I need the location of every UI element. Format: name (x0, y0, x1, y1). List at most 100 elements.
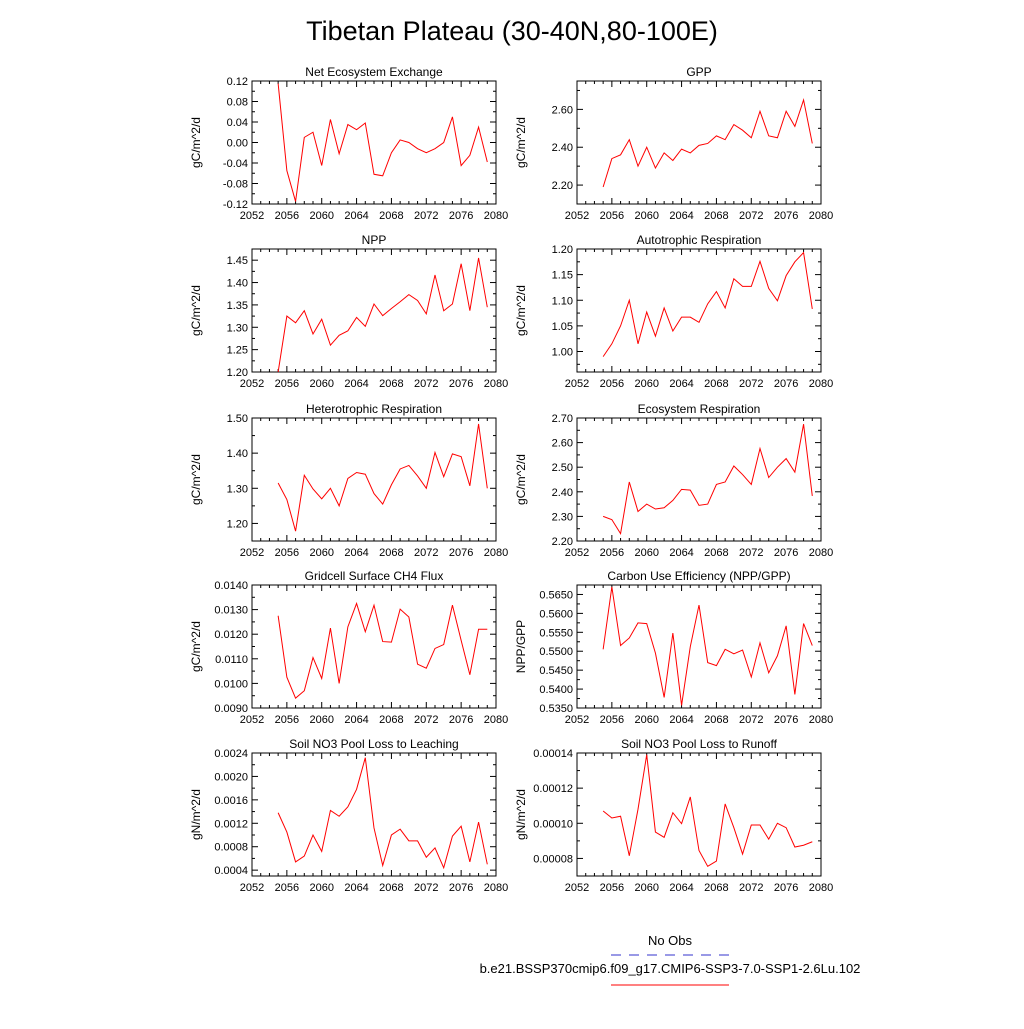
series-line (602, 424, 813, 536)
y-tick-label: 0.5500 (539, 646, 573, 658)
y-tick-label: 2.60 (552, 104, 573, 116)
x-tick-label: 2076 (449, 714, 473, 726)
x-tick-label: 2056 (275, 378, 299, 390)
x-tick-label: 2064 (344, 210, 368, 222)
x-tick-label: 2068 (379, 714, 403, 726)
x-tick-label: 2080 (809, 547, 833, 559)
series-line (602, 251, 813, 357)
x-tick-label: 2052 (240, 882, 264, 894)
y-tick-label: 2.40 (552, 487, 573, 499)
panel-2: GPP gC/m^2/d 2052 2056 2060 2064 2068 2072 2076 2… (514, 65, 833, 222)
y-tick-label: 1.20 (227, 518, 248, 530)
x-tick-label: 2068 (379, 210, 403, 222)
y-tick-label: -0.12 (223, 199, 248, 211)
panel-1: Net Ecosystem Exchange gC/m^2/d 2052 2056 20… (189, 65, 508, 222)
x-tick-label: 2080 (809, 378, 833, 390)
y-tick-label: -0.04 (223, 158, 248, 170)
x-tick-label: 2056 (600, 714, 624, 726)
x-tick-label: 2076 (774, 547, 798, 559)
x-tick-label: 2056 (275, 714, 299, 726)
series-line (602, 586, 813, 706)
y-tick-label: 0.0120 (214, 629, 248, 641)
y-tick-label: 0.04 (227, 117, 248, 129)
y-axis-label: gC/m^2/d (514, 454, 528, 505)
x-tick-label: 2052 (565, 714, 589, 726)
y-tick-label: 0.5450 (539, 665, 573, 677)
y-tick-label: 0.0004 (214, 865, 248, 877)
y-tick-label: 0.0140 (214, 580, 248, 592)
series-line (277, 757, 488, 870)
x-tick-label: 2064 (344, 882, 368, 894)
x-tick-label: 2060 (634, 547, 658, 559)
legend-label-no-obs: No Obs (648, 933, 693, 948)
plot-frame (251, 80, 497, 205)
x-tick-label: 2080 (484, 210, 508, 222)
y-axis-label: NPP/GPP (514, 620, 528, 673)
x-tick-label: 2064 (344, 378, 368, 390)
y-axis-label: gC/m^2/d (514, 285, 528, 336)
panel-title: Net Ecosystem Exchange (305, 65, 443, 79)
panel-title: Gridcell Surface CH4 Flux (305, 569, 444, 583)
x-tick-label: 2052 (240, 378, 264, 390)
x-tick-label: 2060 (309, 378, 333, 390)
x-tick-label: 2080 (484, 714, 508, 726)
x-tick-label: 2064 (669, 547, 693, 559)
x-tick-label: 2060 (309, 882, 333, 894)
x-tick-label: 2060 (309, 210, 333, 222)
x-tick-label: 2060 (634, 210, 658, 222)
x-tick-label: 2060 (634, 882, 658, 894)
x-tick-label: 2072 (414, 210, 438, 222)
y-tick-label: 0.12 (227, 76, 248, 88)
y-tick-label: 1.15 (552, 270, 573, 282)
plot-frame (251, 752, 497, 877)
x-tick-label: 2052 (565, 882, 589, 894)
plot-frame (251, 417, 497, 542)
x-tick-label: 2068 (379, 378, 403, 390)
x-tick-label: 2072 (414, 378, 438, 390)
y-tick-label: 1.40 (227, 278, 248, 290)
panel-title: Soil NO3 Pool Loss to Leaching (289, 737, 458, 751)
panel-7: Gridcell Surface CH4 Flux gC/m^2/d 2052 205… (189, 569, 508, 726)
x-tick-label: 2072 (414, 547, 438, 559)
y-tick-label: 1.20 (227, 367, 248, 379)
panel-9: Soil NO3 Pool Loss to Leaching gN/m^2/d 20… (189, 737, 508, 894)
plot-frame (251, 248, 497, 373)
y-tick-label: 2.20 (552, 536, 573, 548)
y-tick-label: 0.0020 (214, 771, 248, 783)
x-tick-label: 2060 (309, 547, 333, 559)
y-tick-label: 0.00008 (533, 853, 573, 865)
x-tick-label: 2072 (739, 714, 763, 726)
x-tick-label: 2068 (704, 210, 728, 222)
y-tick-label: 2.60 (552, 438, 573, 450)
page-title: Tibetan Plateau (30-40N,80-100E) (306, 16, 718, 46)
x-tick-label: 2080 (809, 714, 833, 726)
x-tick-label: 2080 (484, 547, 508, 559)
y-tick-label: 0.08 (227, 97, 248, 109)
plot-frame (251, 584, 497, 709)
y-tick-label: 0.5600 (539, 608, 573, 620)
x-tick-label: 2076 (774, 882, 798, 894)
panel-title: NPP (362, 233, 387, 247)
plot-frame (576, 80, 822, 205)
x-tick-label: 2080 (809, 882, 833, 894)
x-tick-label: 2076 (449, 882, 473, 894)
x-tick-label: 2076 (774, 714, 798, 726)
x-tick-label: 2052 (565, 378, 589, 390)
x-tick-label: 2076 (449, 547, 473, 559)
x-tick-label: 2072 (739, 882, 763, 894)
panel-10: Soil NO3 Pool Loss to Runoff gN/m^2/d 2052… (514, 737, 833, 894)
y-tick-label: 0.0016 (214, 795, 248, 807)
x-tick-label: 2068 (379, 882, 403, 894)
y-tick-label: 0.5650 (539, 589, 573, 601)
series-line (277, 257, 488, 373)
y-tick-label: 0.0100 (214, 678, 248, 690)
x-tick-label: 2076 (449, 378, 473, 390)
y-tick-label: 0.0012 (214, 818, 248, 830)
y-tick-label: 0.0130 (214, 605, 248, 617)
y-tick-label: 1.25 (227, 345, 248, 357)
panel-5: Heterotrophic Respiration gC/m^2/d 2052 205… (189, 402, 508, 559)
y-tick-label: 0.0008 (214, 842, 248, 854)
x-tick-label: 2052 (240, 714, 264, 726)
x-tick-label: 2068 (704, 547, 728, 559)
